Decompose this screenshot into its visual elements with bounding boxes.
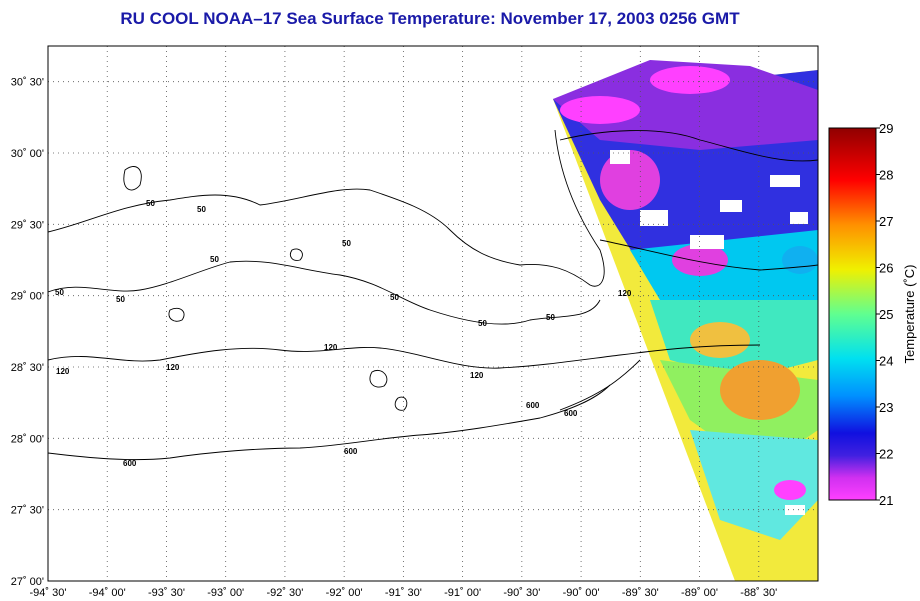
contours	[48, 129, 818, 461]
contour-120-line	[48, 344, 761, 369]
colorbar-tick-label: 21	[879, 493, 893, 508]
contour-label-600: 600	[526, 401, 540, 410]
lon-tick-label: -90˚ 00'	[563, 587, 600, 599]
lat-tick-label: 28˚ 30'	[11, 362, 44, 374]
colorbar-tick-label: 29	[879, 121, 893, 136]
contour-label-600: 600	[344, 447, 358, 456]
contour-island-4	[394, 396, 408, 411]
colorbar: 21 22 23 24 25 26 27 28 29 Temperature (˚C)	[828, 121, 917, 508]
colorbar-ticks: 21 22 23 24 25 26 27 28 29	[876, 121, 893, 508]
contour-label-600: 600	[123, 459, 137, 468]
contour-island-3	[369, 370, 388, 388]
lon-tick-label: -90˚ 30'	[503, 587, 540, 599]
lon-tick-label: -91˚ 00'	[444, 587, 481, 599]
contour-label-600: 600	[564, 409, 578, 418]
contour-label-50: 50	[390, 293, 399, 302]
lon-tick-label: -94˚ 30'	[30, 587, 67, 599]
contour-label-50: 50	[146, 199, 155, 208]
colorbar-tick-label: 27	[879, 214, 893, 229]
lat-tick-label: 28˚ 00'	[11, 433, 44, 445]
contour-label-120: 120	[166, 363, 180, 372]
contour-island-1	[123, 166, 142, 191]
colorbar-tick-label: 28	[879, 168, 893, 183]
contour-label-120: 120	[470, 371, 484, 380]
colorbar-tick-label: 24	[879, 354, 893, 369]
lat-tick-labels: 27˚ 00' 27˚ 30' 28˚ 00' 28˚ 30' 29˚ 00' 29˚ 3…	[11, 77, 44, 588]
lat-tick-label: 29˚ 00'	[11, 291, 44, 303]
contour-island-2	[168, 307, 185, 322]
lat-tick-label: 29˚ 30'	[11, 219, 44, 231]
contour-600-east	[559, 359, 641, 411]
contour-label-50: 50	[546, 313, 555, 322]
colorbar-gradient	[828, 127, 877, 501]
contour-label-50: 50	[116, 295, 125, 304]
lon-tick-label: -89˚ 00'	[681, 587, 718, 599]
colorbar-tick-label: 26	[879, 261, 893, 276]
swath-contour	[559, 130, 818, 162]
colorbar-tick-label: 25	[879, 307, 893, 322]
lat-tick-label: 27˚ 30'	[11, 505, 44, 517]
contour-label-50: 50	[210, 255, 219, 264]
contour-label-50: 50	[478, 319, 487, 328]
lat-tick-label: 30˚ 00'	[11, 148, 44, 160]
lon-tick-label: -93˚ 00'	[207, 587, 244, 599]
colorbar-tick-label: 23	[879, 400, 893, 415]
lat-tick-label: 27˚ 00'	[11, 576, 44, 588]
contour-labels: 50 50 50 50 50 50 50 50 50 120 120 120 1…	[55, 199, 632, 468]
sst-swath	[553, 60, 818, 581]
contour-50-line	[48, 260, 601, 325]
contour-label-120: 120	[56, 367, 70, 376]
contour-label-50: 50	[342, 239, 351, 248]
lon-tick-labels: -94˚ 30' -94˚ 00' -93˚ 30' -93˚ 00' -92˚ 30'…	[30, 587, 778, 599]
contour-label-120: 120	[618, 289, 632, 298]
plot-frame	[47, 45, 819, 582]
lon-tick-label: -91˚ 30'	[385, 587, 422, 599]
contour-island-5	[289, 248, 303, 261]
colorbar-tick-label: 22	[879, 447, 893, 462]
lon-tick-label: -88˚ 30'	[740, 587, 777, 599]
contour-600-line	[48, 384, 611, 461]
lon-tick-label: -93˚ 30'	[148, 587, 185, 599]
lon-tick-label: -92˚ 30'	[266, 587, 303, 599]
swath-contour-2	[599, 239, 818, 271]
coastline	[48, 129, 605, 287]
lon-tick-label: -92˚ 00'	[326, 587, 363, 599]
map-title: RU COOL NOAA–17 Sea Surface Temperature:…	[120, 9, 740, 28]
colorbar-label: Temperature (˚C)	[902, 265, 917, 364]
lon-tick-label: -89˚ 30'	[622, 587, 659, 599]
contour-label-50: 50	[55, 288, 64, 297]
lon-tick-label: -94˚ 00'	[89, 587, 126, 599]
contour-label-120: 120	[324, 343, 338, 352]
lat-tick-label: 30˚ 30'	[11, 77, 44, 89]
contour-label-50: 50	[197, 205, 206, 214]
